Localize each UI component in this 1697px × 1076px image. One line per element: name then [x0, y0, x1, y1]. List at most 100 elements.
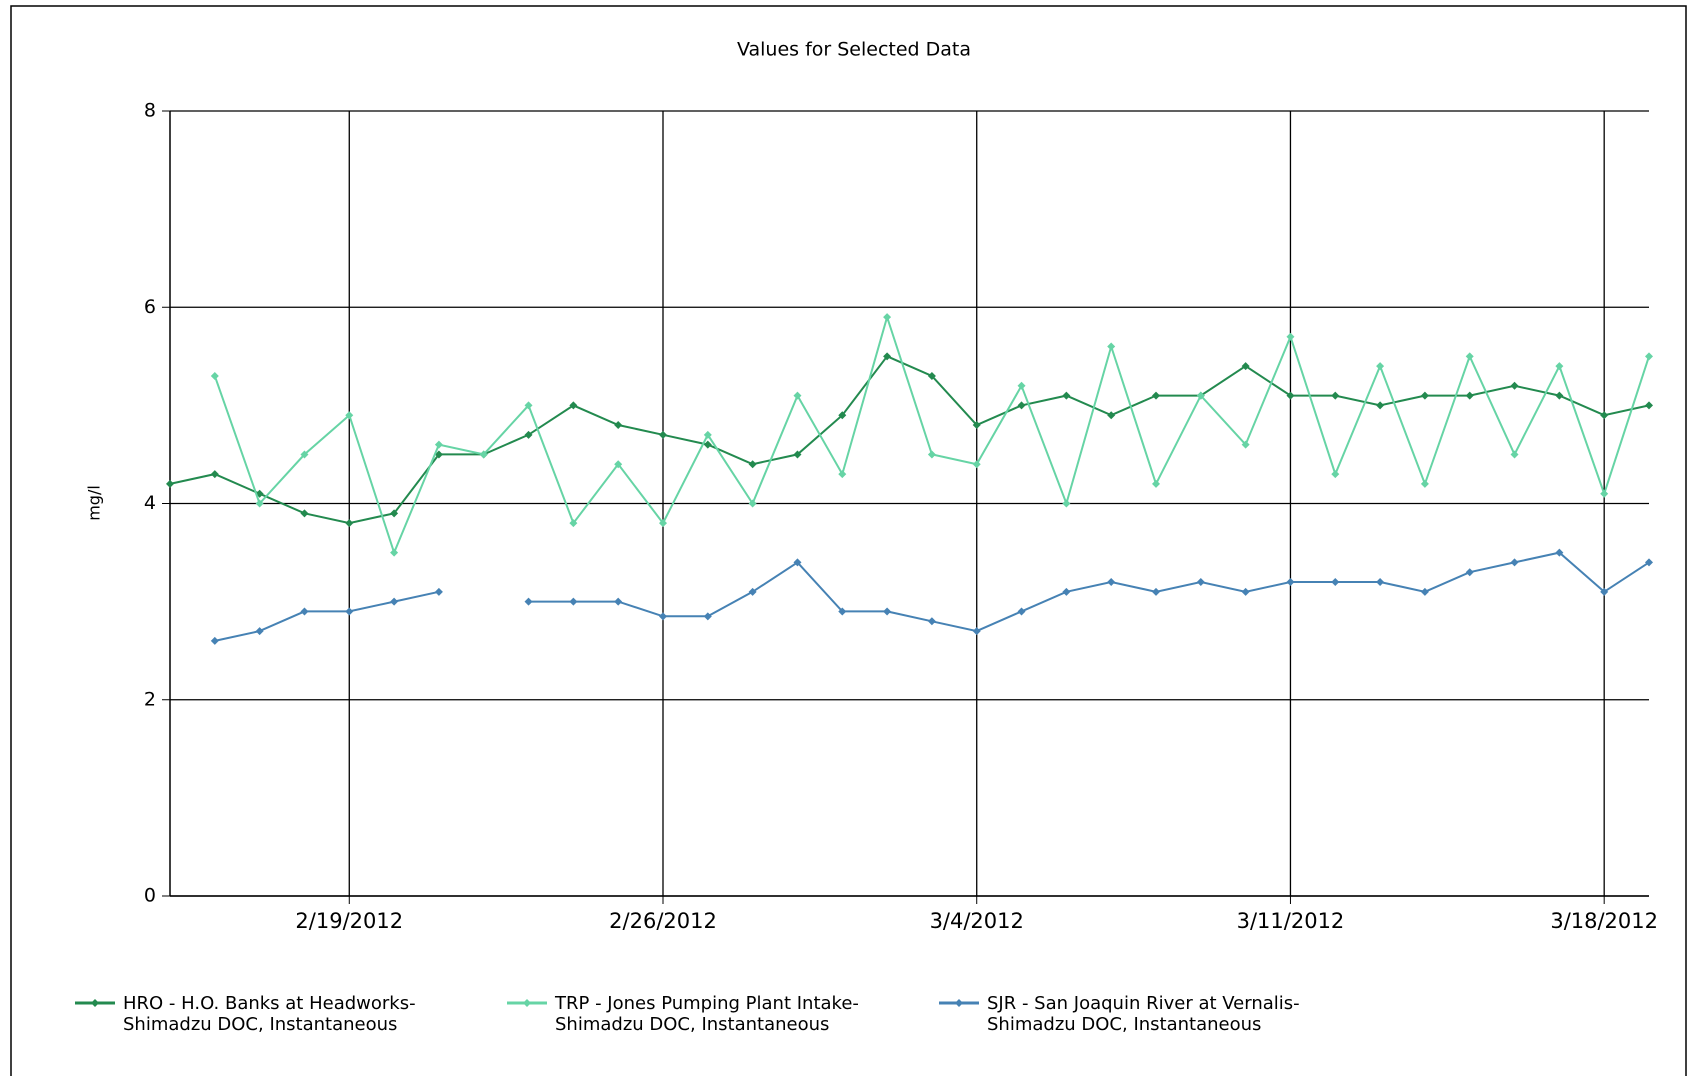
data-point — [1510, 450, 1519, 459]
data-point — [1062, 587, 1071, 596]
data-point — [838, 470, 847, 479]
legend-entry: TRP - Jones Pumping Plant Intake-Shimadz… — [507, 993, 925, 1035]
data-point — [1286, 332, 1295, 341]
data-point — [166, 479, 174, 488]
x-tick-label: 3/18/2012 — [1550, 909, 1658, 933]
legend-marker — [91, 999, 99, 1007]
data-point — [1600, 411, 1609, 420]
data-point — [1331, 578, 1340, 586]
data-point — [748, 587, 757, 596]
data-point — [300, 607, 309, 616]
data-point — [524, 401, 533, 410]
data-point — [569, 597, 578, 606]
legend-marker — [955, 999, 963, 1007]
data-point — [210, 371, 219, 380]
data-point — [390, 548, 399, 557]
legend-label: HRO - H.O. Banks at Headworks-Shimadzu D… — [123, 993, 416, 1035]
data-point — [1510, 381, 1519, 390]
data-point — [1017, 607, 1026, 616]
data-point — [434, 587, 443, 596]
data-point — [1196, 578, 1205, 586]
data-point — [1062, 499, 1071, 508]
data-point — [1420, 587, 1429, 596]
x-tick-label: 2/19/2012 — [295, 909, 403, 933]
data-point — [1465, 352, 1474, 361]
series-line — [169, 355, 1650, 525]
data-point — [1510, 558, 1519, 567]
data-point — [210, 636, 219, 645]
data-point — [345, 411, 354, 420]
y-tick-label: 8 — [144, 100, 156, 122]
data-point — [1107, 578, 1116, 586]
data-point — [703, 440, 712, 449]
data-point — [1331, 470, 1340, 479]
data-point — [255, 627, 264, 636]
data-point — [838, 411, 847, 420]
legend: HRO - H.O. Banks at Headworks-Shimadzu D… — [75, 993, 1357, 1035]
legend-marker — [523, 999, 531, 1007]
data-point — [1286, 578, 1295, 586]
data-point — [1420, 391, 1429, 400]
data-point — [1465, 391, 1474, 400]
data-point — [793, 558, 802, 567]
data-point — [748, 460, 757, 469]
data-point — [1152, 587, 1160, 596]
data-point — [1286, 391, 1295, 400]
data-point — [524, 430, 533, 439]
legend-swatch — [507, 999, 547, 1007]
data-point — [1600, 489, 1609, 498]
data-point — [748, 499, 757, 508]
data-point — [1645, 352, 1653, 361]
data-point — [1376, 362, 1385, 371]
data-point — [659, 430, 667, 439]
data-point — [1062, 391, 1071, 400]
legend-label: SJR - San Joaquin River at Vernalis-Shim… — [987, 993, 1300, 1035]
x-tick-label: 2/26/2012 — [609, 909, 717, 933]
data-point — [390, 509, 399, 518]
data-point — [793, 450, 802, 459]
data-point — [838, 607, 847, 616]
frame — [10, 5, 1687, 1076]
data-point — [479, 450, 488, 459]
data-point — [1241, 440, 1250, 449]
y-tick-label: 2 — [144, 688, 156, 710]
y-tick-label: 4 — [144, 492, 156, 514]
data-point — [1107, 342, 1116, 351]
legend-entry: SJR - San Joaquin River at Vernalis-Shim… — [939, 993, 1357, 1035]
data-point — [1555, 548, 1564, 557]
data-point — [1376, 578, 1385, 586]
y-axis-label: mg/l — [85, 485, 104, 521]
legend-label: TRP - Jones Pumping Plant Intake-Shimadz… — [555, 993, 859, 1035]
y-tick-label: 6 — [144, 296, 156, 318]
data-point — [883, 607, 892, 616]
data-point — [1465, 568, 1474, 577]
data-point — [1600, 587, 1609, 596]
series-line — [214, 551, 1650, 642]
data-point — [927, 617, 936, 626]
data-point — [972, 421, 981, 429]
data-point — [659, 519, 667, 528]
x-tick-label: 3/11/2012 — [1237, 909, 1345, 933]
data-point — [390, 597, 399, 606]
data-point — [927, 371, 936, 380]
data-point — [1107, 411, 1116, 420]
data-point — [1152, 391, 1160, 400]
data-point — [1152, 479, 1160, 488]
data-point — [1241, 362, 1250, 371]
legend-swatch — [939, 999, 979, 1007]
data-point — [569, 519, 578, 528]
data-point — [703, 612, 712, 621]
data-point — [210, 470, 219, 479]
data-point — [1241, 587, 1250, 596]
data-point — [1555, 362, 1564, 371]
data-point — [1645, 401, 1653, 410]
data-point — [793, 391, 802, 400]
data-point — [255, 499, 264, 508]
data-point — [927, 450, 936, 459]
series-line — [213, 313, 1650, 556]
data-point — [1420, 479, 1429, 488]
data-point — [1017, 401, 1026, 410]
data-point — [703, 430, 712, 439]
data-point — [300, 509, 309, 518]
